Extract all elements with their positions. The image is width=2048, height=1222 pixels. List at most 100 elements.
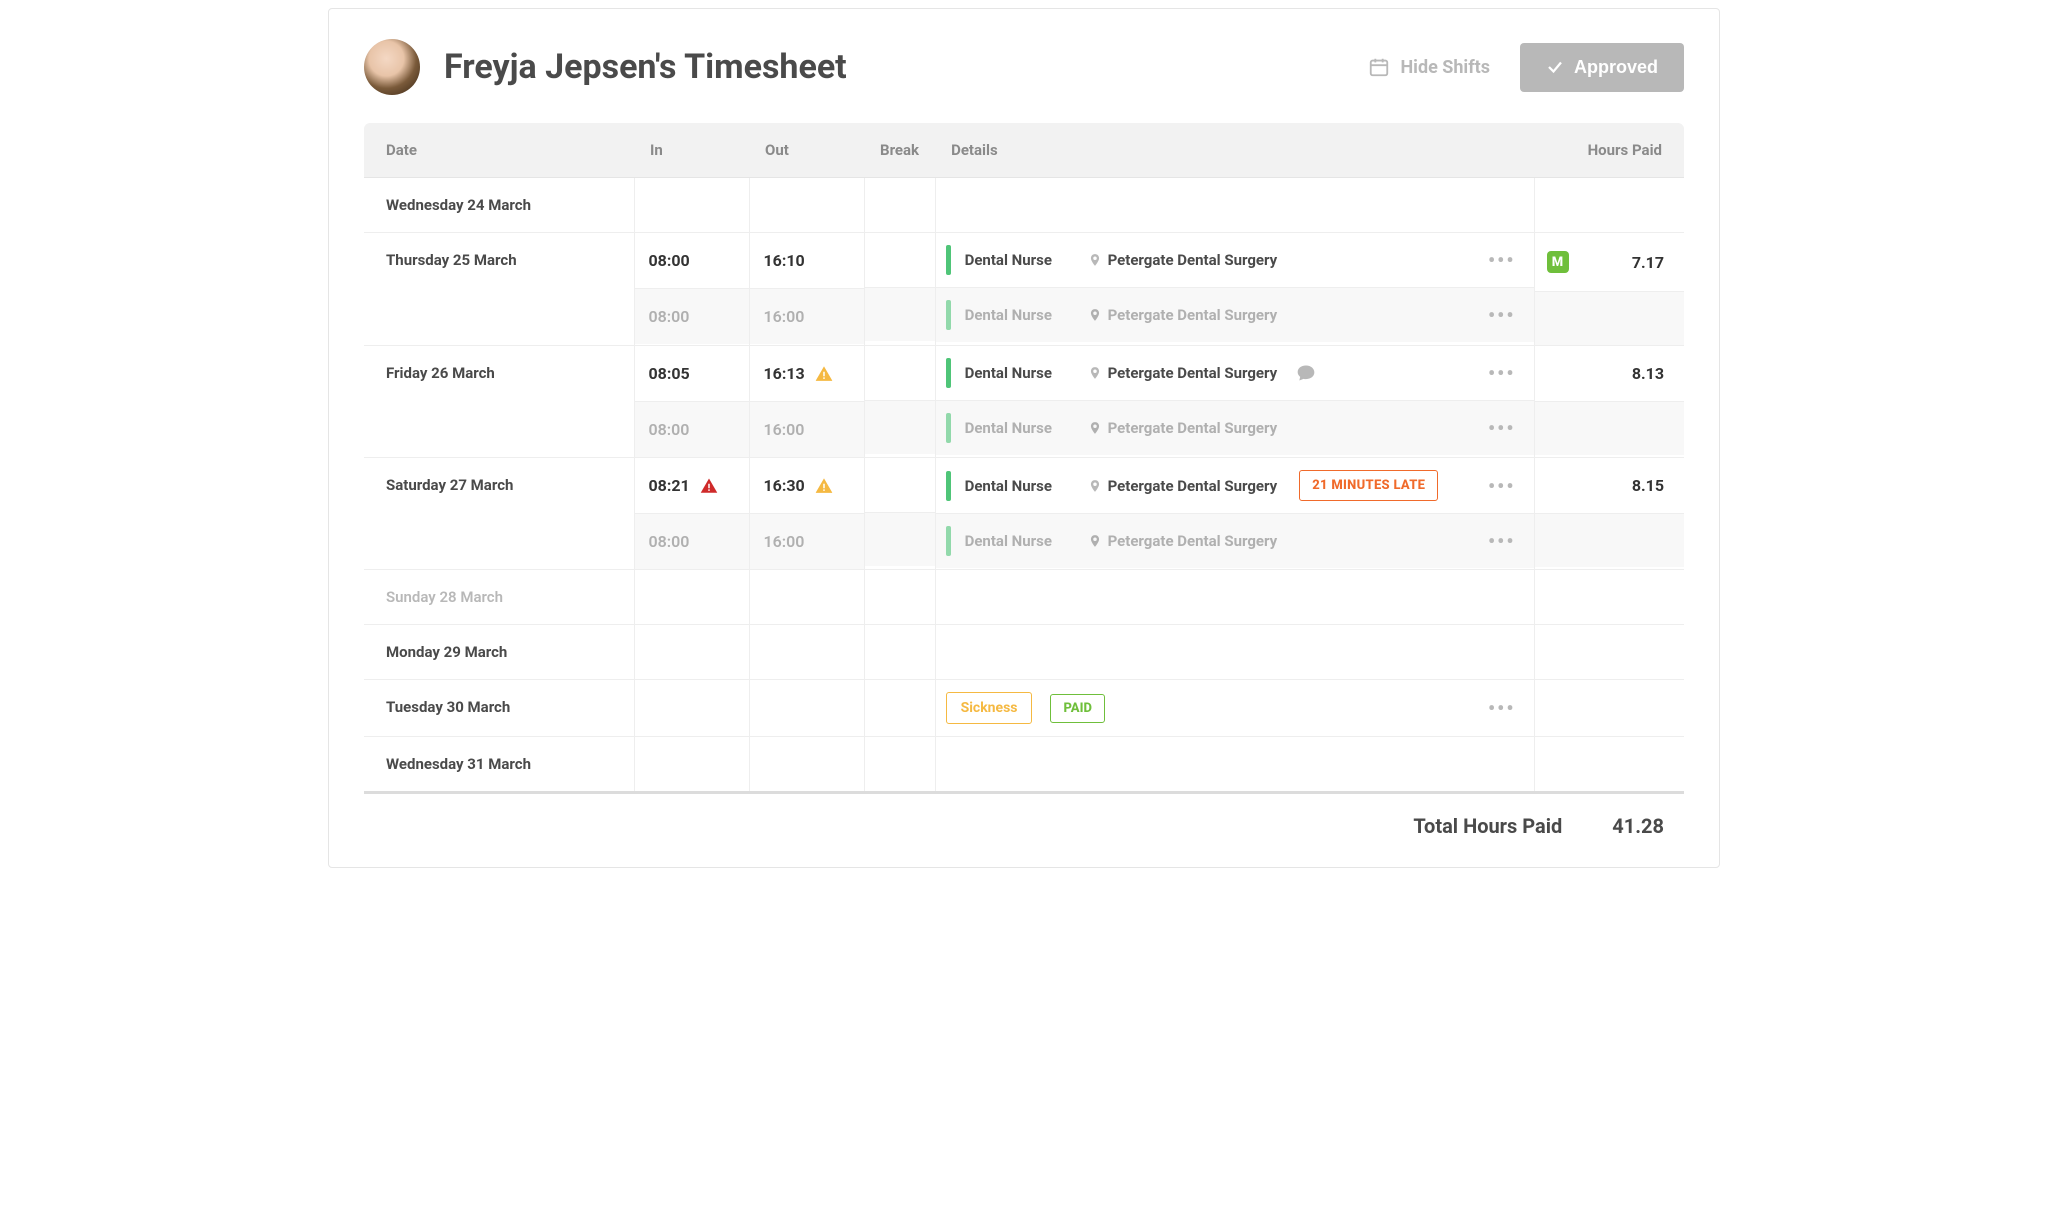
warning-icon bbox=[815, 365, 833, 383]
timesheet-card: Freyja Jepsen's Timesheet Hide Shifts Ap… bbox=[328, 8, 1720, 868]
location-pin-icon bbox=[1088, 532, 1102, 550]
role-color-bar bbox=[946, 358, 951, 388]
sickness-badge: Sickness bbox=[946, 692, 1033, 724]
time-value: 16:30 bbox=[750, 458, 864, 513]
col-break: Break bbox=[864, 123, 935, 178]
more-menu[interactable]: ••• bbox=[1484, 361, 1520, 385]
details-row: Dental Nurse Petergate Dental Surgery ••• bbox=[936, 346, 1534, 400]
avatar bbox=[364, 39, 420, 95]
footer: Total Hours Paid 41.28 bbox=[364, 791, 1684, 842]
col-details: Details bbox=[935, 123, 1534, 178]
role-text: Dental Nurse bbox=[965, 251, 1080, 269]
role-color-bar bbox=[946, 245, 951, 275]
late-badge: 21 MINUTES LATE bbox=[1299, 470, 1438, 501]
details-row: Dental Nurse Petergate Dental Surgery ••• bbox=[936, 233, 1534, 287]
location: Petergate Dental Surgery bbox=[1088, 477, 1278, 495]
total-value: 41.28 bbox=[1612, 814, 1664, 838]
shift-time: 08:00 bbox=[635, 288, 749, 344]
time-value: 08:00 bbox=[635, 233, 749, 288]
more-menu[interactable]: ••• bbox=[1484, 248, 1520, 272]
table-row: Monday 29 March bbox=[364, 625, 1684, 680]
table-row: Wednesday 31 March bbox=[364, 737, 1684, 792]
shift-details: Dental Nurse Petergate Dental Surgery ••• bbox=[936, 513, 1534, 568]
more-menu[interactable]: ••• bbox=[1484, 474, 1520, 498]
timesheet-table: Date In Out Break Details Hours Paid Wed… bbox=[364, 123, 1684, 791]
approved-label: Approved bbox=[1574, 57, 1658, 78]
more-menu[interactable]: ••• bbox=[1484, 303, 1520, 327]
time-value: 08:05 bbox=[635, 346, 749, 401]
hide-shifts-label: Hide Shifts bbox=[1400, 57, 1490, 78]
col-hours: Hours Paid bbox=[1534, 123, 1684, 178]
location-pin-icon bbox=[1088, 251, 1102, 269]
role-text: Dental Nurse bbox=[965, 532, 1080, 550]
shift-time: 08:00 bbox=[635, 401, 749, 457]
table-row: Friday 26 March08:0508:0016:1316:00 Denta… bbox=[364, 346, 1684, 458]
alert-icon bbox=[700, 477, 718, 495]
location: Petergate Dental Surgery bbox=[1088, 364, 1278, 382]
shift-details: Dental Nurse Petergate Dental Surgery ••• bbox=[936, 400, 1534, 455]
hours-value: 8.15 bbox=[1632, 476, 1664, 495]
role-text: Dental Nurse bbox=[965, 477, 1080, 495]
time-value: 16:10 bbox=[750, 233, 864, 288]
hours-cell: M 7.17 bbox=[1535, 233, 1685, 291]
total-label: Total Hours Paid bbox=[1413, 814, 1562, 838]
time-value: 16:13 bbox=[750, 346, 864, 401]
date-cell: Monday 29 March bbox=[364, 625, 634, 679]
location-pin-icon bbox=[1088, 364, 1102, 382]
role-color-bar bbox=[946, 471, 951, 501]
hours-value: 8.13 bbox=[1632, 364, 1664, 383]
location: Petergate Dental Surgery bbox=[1088, 532, 1278, 550]
col-in: In bbox=[634, 123, 749, 178]
calendar-icon bbox=[1368, 56, 1390, 78]
details-row: Sickness PAID ••• bbox=[936, 680, 1534, 736]
location: Petergate Dental Surgery bbox=[1088, 419, 1278, 437]
m-badge: M bbox=[1547, 251, 1569, 273]
location: Petergate Dental Surgery bbox=[1088, 306, 1278, 324]
hours-cell: 8.13 bbox=[1535, 346, 1685, 401]
location-pin-icon bbox=[1088, 477, 1102, 495]
warning-icon bbox=[815, 477, 833, 495]
more-menu[interactable]: ••• bbox=[1484, 529, 1520, 553]
col-date: Date bbox=[364, 123, 634, 178]
date-cell: Wednesday 24 March bbox=[364, 178, 634, 232]
shift-details: Dental Nurse Petergate Dental Surgery ••• bbox=[936, 287, 1534, 342]
col-out: Out bbox=[749, 123, 864, 178]
shift-time: 16:00 bbox=[750, 288, 864, 344]
role-text: Dental Nurse bbox=[965, 419, 1080, 437]
role-text: Dental Nurse bbox=[965, 364, 1080, 382]
table-row: Thursday 25 March08:0008:0016:1016:00 Den… bbox=[364, 233, 1684, 346]
role-color-bar bbox=[946, 413, 951, 443]
hide-shifts-button[interactable]: Hide Shifts bbox=[1368, 56, 1490, 78]
time-value: 08:21 bbox=[635, 458, 749, 513]
header: Freyja Jepsen's Timesheet Hide Shifts Ap… bbox=[364, 39, 1684, 95]
shift-time: 08:00 bbox=[635, 513, 749, 569]
more-menu[interactable]: ••• bbox=[1484, 696, 1520, 720]
check-icon bbox=[1546, 58, 1564, 76]
date-cell: Wednesday 31 March bbox=[364, 737, 634, 791]
table-row: Sunday 28 March bbox=[364, 570, 1684, 625]
shift-time: 16:00 bbox=[750, 401, 864, 457]
location: Petergate Dental Surgery bbox=[1088, 251, 1278, 269]
paid-badge: PAID bbox=[1050, 694, 1104, 723]
hours-value: 7.17 bbox=[1632, 253, 1664, 272]
shift-time: 16:00 bbox=[750, 513, 864, 569]
date-cell: Thursday 25 March bbox=[364, 233, 634, 287]
date-cell: Sunday 28 March bbox=[364, 570, 634, 624]
hours-cell: 8.15 bbox=[1535, 458, 1685, 513]
approved-button[interactable]: Approved bbox=[1520, 43, 1684, 92]
role-color-bar bbox=[946, 526, 951, 556]
role-color-bar bbox=[946, 300, 951, 330]
details-row: Dental Nurse Petergate Dental Surgery 21 M… bbox=[936, 458, 1534, 513]
location-pin-icon bbox=[1088, 419, 1102, 437]
date-cell: Saturday 27 March bbox=[364, 458, 634, 512]
page-title: Freyja Jepsen's Timesheet bbox=[444, 47, 1368, 87]
role-text: Dental Nurse bbox=[965, 306, 1080, 324]
comment-icon bbox=[1295, 363, 1317, 383]
location-pin-icon bbox=[1088, 306, 1102, 324]
table-row: Tuesday 30 March Sickness PAID ••• bbox=[364, 680, 1684, 737]
table-row: Wednesday 24 March bbox=[364, 178, 1684, 233]
date-cell: Tuesday 30 March bbox=[364, 680, 634, 734]
date-cell: Friday 26 March bbox=[364, 346, 634, 400]
table-row: Saturday 27 March08:2108:0016:3016:00 Den… bbox=[364, 458, 1684, 570]
more-menu[interactable]: ••• bbox=[1484, 416, 1520, 440]
